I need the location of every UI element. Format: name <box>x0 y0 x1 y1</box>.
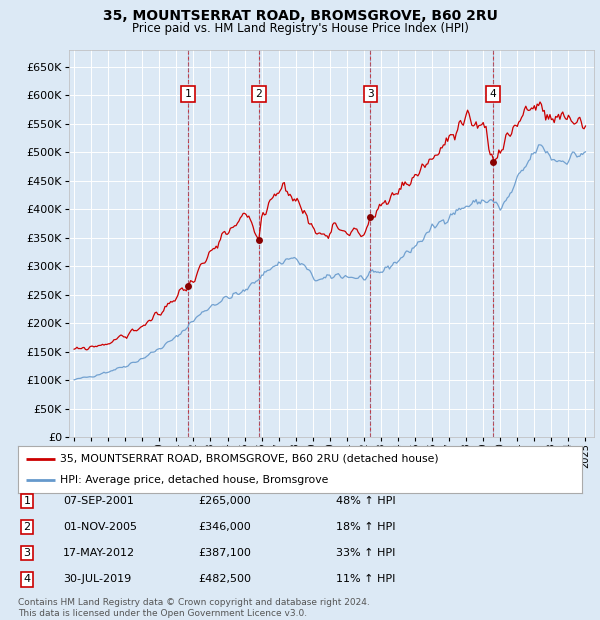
Text: £482,500: £482,500 <box>198 574 251 584</box>
Text: £265,000: £265,000 <box>198 496 251 506</box>
Text: 3: 3 <box>367 89 374 99</box>
Text: 17-MAY-2012: 17-MAY-2012 <box>63 548 135 558</box>
Text: 1: 1 <box>185 89 191 99</box>
Text: £346,000: £346,000 <box>198 522 251 532</box>
Text: 33% ↑ HPI: 33% ↑ HPI <box>336 548 395 558</box>
Text: 18% ↑ HPI: 18% ↑ HPI <box>336 522 395 532</box>
Text: HPI: Average price, detached house, Bromsgrove: HPI: Average price, detached house, Brom… <box>60 476 329 485</box>
Text: 3: 3 <box>23 548 31 558</box>
Text: 4: 4 <box>490 89 496 99</box>
Text: Contains HM Land Registry data © Crown copyright and database right 2024.
This d: Contains HM Land Registry data © Crown c… <box>18 598 370 618</box>
Text: 48% ↑ HPI: 48% ↑ HPI <box>336 496 395 506</box>
Text: 11% ↑ HPI: 11% ↑ HPI <box>336 574 395 584</box>
Text: 01-NOV-2005: 01-NOV-2005 <box>63 522 137 532</box>
Text: 30-JUL-2019: 30-JUL-2019 <box>63 574 131 584</box>
Text: 2: 2 <box>256 89 262 99</box>
Text: 07-SEP-2001: 07-SEP-2001 <box>63 496 134 506</box>
Text: 4: 4 <box>23 574 31 584</box>
Text: Price paid vs. HM Land Registry's House Price Index (HPI): Price paid vs. HM Land Registry's House … <box>131 22 469 35</box>
Text: £387,100: £387,100 <box>198 548 251 558</box>
Text: 2: 2 <box>23 522 31 532</box>
Text: 35, MOUNTSERRAT ROAD, BROMSGROVE, B60 2RU: 35, MOUNTSERRAT ROAD, BROMSGROVE, B60 2R… <box>103 9 497 24</box>
Text: 35, MOUNTSERRAT ROAD, BROMSGROVE, B60 2RU (detached house): 35, MOUNTSERRAT ROAD, BROMSGROVE, B60 2R… <box>60 454 439 464</box>
Text: 1: 1 <box>23 496 31 506</box>
